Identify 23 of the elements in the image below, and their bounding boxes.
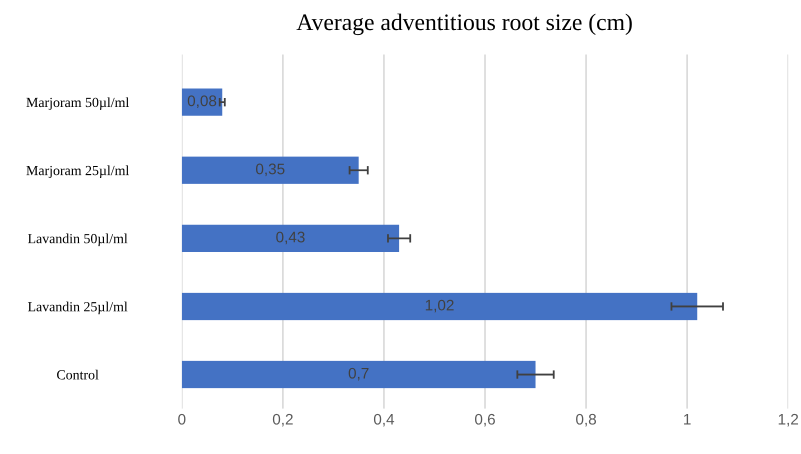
data-label: 1,02 xyxy=(426,300,454,312)
data-label: 0,43 xyxy=(276,232,305,244)
bar xyxy=(182,156,359,184)
data-label: 0,7 xyxy=(348,368,369,380)
y-tick-label: Marjoram 25µl/ml xyxy=(26,165,130,178)
x-tick-label: 0 xyxy=(178,414,186,425)
data-label: 0,08 xyxy=(188,95,216,108)
chart-title: Average adventitious root size (cm) xyxy=(296,14,632,36)
bar xyxy=(182,88,222,116)
x-tick-label: 0,6 xyxy=(474,414,495,426)
y-tick-label: Control xyxy=(57,370,99,380)
x-tick-label: 0,4 xyxy=(374,414,394,426)
y-tick-label: Lavandin 50µl/ml xyxy=(28,234,128,246)
bar xyxy=(182,224,400,252)
bar xyxy=(182,292,698,320)
x-tick-label: 0,8 xyxy=(576,414,596,426)
bar xyxy=(182,360,536,388)
y-tick-label: Lavandin 25µl/ml xyxy=(28,302,128,314)
x-tick-label: 1 xyxy=(684,414,691,425)
data-label: 0,35 xyxy=(256,164,284,176)
y-tick-label: Marjoram 50µl/ml xyxy=(26,97,130,110)
x-tick-label: 0,2 xyxy=(272,414,293,426)
x-tick-label: 1,2 xyxy=(778,414,798,426)
